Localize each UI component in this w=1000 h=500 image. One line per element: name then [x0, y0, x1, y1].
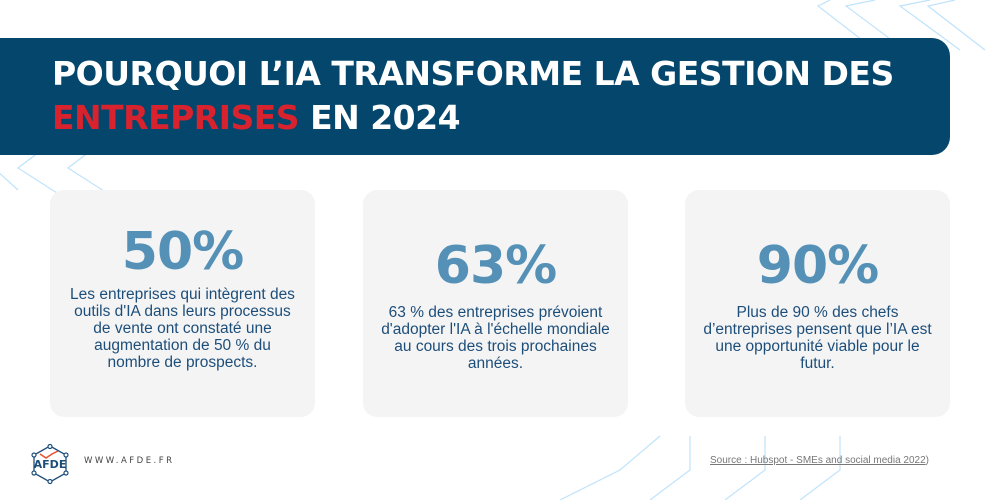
stat-value: 90% — [756, 236, 879, 296]
afde-logo: AFDE — [31, 444, 69, 484]
website-link[interactable]: WWW.AFDE.FR — [84, 456, 175, 466]
svg-text:AFDE: AFDE — [34, 458, 67, 471]
page-title: POURQUOI L’IA TRANSFORME LA GESTION DES … — [52, 52, 894, 140]
stat-card: 63% 63 % des entreprises prévoient d'ado… — [363, 190, 628, 417]
source-citation: Source : Hubspot - SMEs and social media… — [710, 455, 929, 466]
stat-description: 63 % des entreprises prévoient d'adopter… — [381, 304, 610, 372]
title-line-2: EN 2024 — [299, 98, 461, 137]
stat-value: 50% — [121, 222, 244, 282]
stat-description: Les entreprises qui intègrent des outils… — [70, 286, 295, 371]
stat-card: 90% Plus de 90 % des chefs d’entreprises… — [685, 190, 950, 417]
title-banner — [0, 38, 950, 155]
source-suffix: ) — [925, 455, 930, 466]
stat-description: Plus de 90 % des chefs d’entreprises pen… — [703, 304, 932, 372]
source-link[interactable]: Source : Hubspot - SMEs and social media… — [710, 455, 926, 466]
stat-value: 63% — [434, 236, 557, 296]
title-highlight: ENTREPRISES — [52, 98, 300, 137]
stat-card: 50% Les entreprises qui intègrent des ou… — [50, 190, 315, 417]
title-line-1: POURQUOI L’IA TRANSFORME LA GESTION DES — [52, 54, 894, 93]
